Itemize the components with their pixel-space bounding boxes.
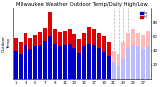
Bar [131, 45, 135, 79]
Bar [77, 53, 81, 79]
Bar [82, 33, 86, 79]
Bar [131, 29, 135, 79]
Y-axis label: Outdoor
Temp: Outdoor Temp [2, 35, 11, 52]
Bar [136, 46, 140, 79]
Bar [112, 51, 116, 79]
Bar [53, 44, 57, 79]
Bar [48, 12, 52, 79]
Bar [28, 49, 32, 79]
Bar [77, 39, 81, 79]
Bar [102, 36, 106, 79]
Bar [117, 54, 120, 79]
Bar [19, 54, 23, 79]
Bar [14, 51, 18, 79]
Bar [141, 49, 145, 79]
Title: Milwaukee Weather Outdoor Temp/Daily High/Low: Milwaukee Weather Outdoor Temp/Daily Hig… [16, 2, 148, 7]
Bar [43, 28, 47, 79]
Bar [136, 33, 140, 79]
Bar [92, 29, 96, 79]
Bar [33, 35, 37, 79]
Bar [48, 36, 52, 79]
Bar [97, 33, 101, 79]
Bar [19, 42, 23, 79]
Bar [146, 31, 150, 79]
Bar [14, 38, 18, 79]
Bar [63, 45, 67, 79]
Bar [121, 42, 125, 79]
Bar [24, 33, 28, 79]
Bar [33, 46, 37, 79]
Bar [121, 58, 125, 79]
Bar [38, 45, 42, 79]
Bar [87, 27, 91, 79]
Bar [117, 66, 120, 79]
Bar [72, 48, 76, 79]
Bar [102, 52, 106, 79]
Bar [107, 42, 111, 79]
Legend: Lo, Hi: Lo, Hi [139, 10, 149, 21]
Bar [126, 48, 130, 79]
Bar [68, 29, 72, 79]
Bar [82, 46, 86, 79]
Bar [97, 48, 101, 79]
Bar [58, 46, 62, 79]
Bar [28, 38, 32, 79]
Bar [107, 56, 111, 79]
Bar [43, 41, 47, 79]
Bar [72, 34, 76, 79]
Bar [53, 29, 57, 79]
Bar [141, 35, 145, 79]
Bar [58, 32, 62, 79]
Bar [112, 63, 116, 79]
Bar [126, 33, 130, 79]
Bar [38, 32, 42, 79]
Bar [63, 31, 67, 79]
Bar [146, 46, 150, 79]
Bar [87, 44, 91, 79]
Bar [68, 44, 72, 79]
Bar [24, 45, 28, 79]
Bar [92, 45, 96, 79]
